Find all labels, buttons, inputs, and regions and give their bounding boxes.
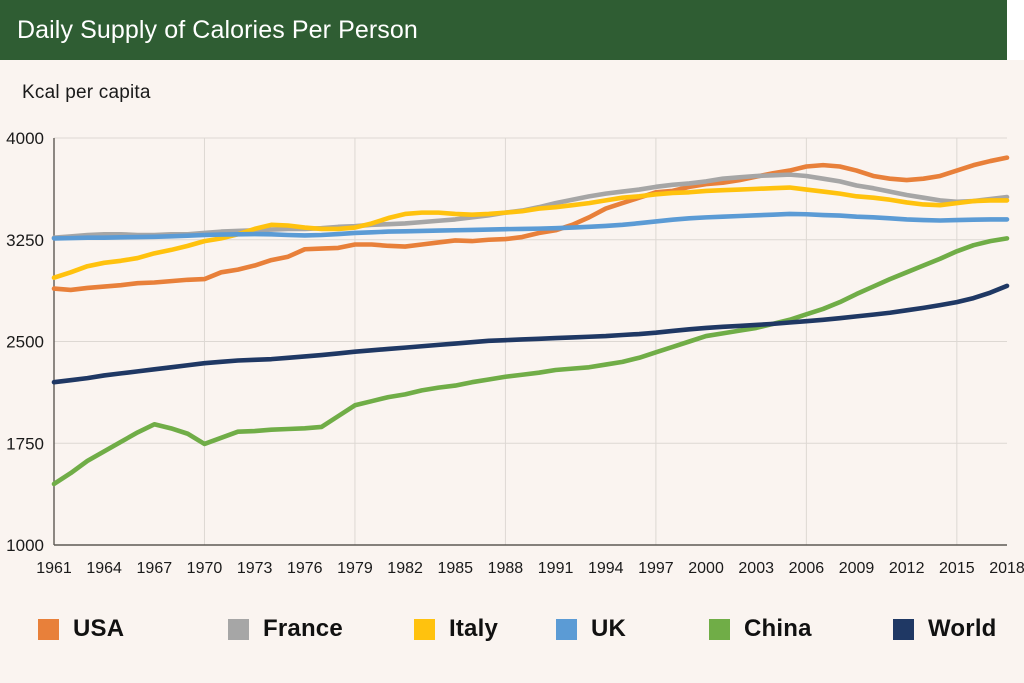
x-axis-tick-label: 1973 [237,560,273,577]
y-axis-tick-label: 4000 [6,129,44,148]
legend-item-uk[interactable]: UK [556,615,626,643]
line-chart: 1000 1750 2500 3250 4000 1961 1964 1967 1970 197… [6,129,1024,577]
x-axis-tick-label: 2003 [738,560,774,577]
x-axis-tick-label: 1991 [538,560,574,577]
legend: USA France Italy UK China World [0,605,1024,653]
legend-item-world[interactable]: World [893,615,997,643]
gridlines [54,137,1007,545]
axis-lines [53,138,1007,546]
legend-swatch-china [709,618,730,640]
page-title: Daily Supply of Calories Per Person [17,15,418,44]
legend-label: UK [591,615,627,642]
x-axis-tick-label: 2012 [889,560,925,577]
y-axis-tick-label: 3250 [6,231,44,250]
legend-label: USA [73,615,125,642]
legend-item-italy[interactable]: Italy [414,615,498,643]
y-axis-tick-labels: 1000 1750 2500 3250 4000 [6,129,44,555]
x-axis-tick-label: 2015 [939,560,975,577]
y-axis-tick-label: 2500 [6,333,44,352]
x-axis-tick-label: 1967 [137,560,173,577]
series-line-china [51,236,1010,487]
legend-swatch-world [893,618,914,640]
legend-label: China [744,615,812,642]
legend-swatch-france [228,618,249,640]
y-axis-title: Kcal per capita [22,82,151,103]
data-series [51,155,1010,487]
x-axis-tick-label: 1964 [86,560,122,577]
x-axis-tick-label: 2000 [688,560,724,577]
legend-label: World [928,615,997,642]
x-axis-tick-label: 1979 [337,560,373,577]
x-axis-tick-label: 1985 [437,560,473,577]
legend-item-france[interactable]: France [228,615,343,643]
x-axis-tick-label: 1988 [488,560,524,577]
series-line-world [51,283,1010,385]
x-axis-tick-label: 2009 [839,560,875,577]
series-line-italy [51,185,1010,281]
x-axis-tick-label: 1961 [36,560,72,577]
legend-swatch-italy [414,618,435,640]
legend-label: Italy [449,615,499,642]
legend-swatch-usa [38,618,59,640]
legend-item-usa[interactable]: USA [38,615,124,643]
legend-label: France [263,615,343,642]
x-axis-tick-label: 1982 [387,560,423,577]
title-bar: Daily Supply of Calories Per Person [0,0,1007,60]
series-line-uk [51,211,1010,241]
x-axis-tick-label: 2006 [789,560,825,577]
title-bar-right-margin [1007,0,1024,60]
series-line-usa [51,155,1010,293]
x-axis-tick-label: 1997 [638,560,674,577]
x-axis-tick-label: 1970 [187,560,223,577]
x-axis-tick-label: 2018 [989,560,1024,577]
x-axis-tick-label: 1994 [588,560,624,577]
y-axis-tick-label: 1750 [6,434,44,453]
x-axis-tick-labels: 1961 1964 1967 1970 1973 1976 1979 1982 1985 1988… [36,560,1024,577]
x-axis-tick-label: 1976 [287,560,323,577]
legend-item-china[interactable]: China [709,615,812,643]
legend-swatch-uk [556,618,577,640]
y-axis-tick-label: 1000 [6,536,44,555]
